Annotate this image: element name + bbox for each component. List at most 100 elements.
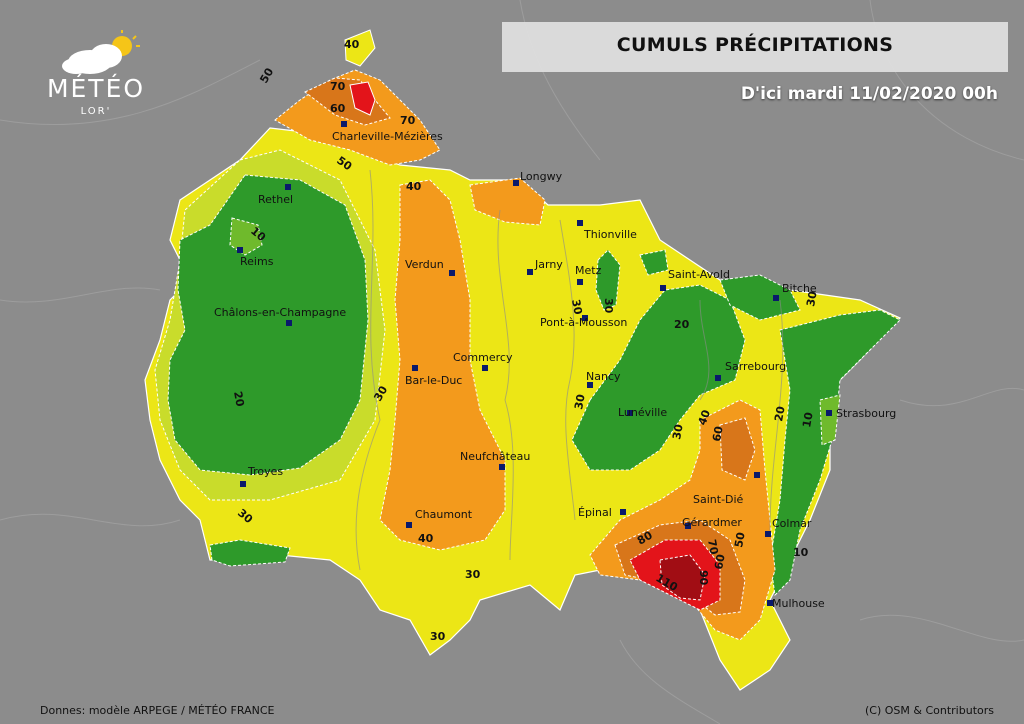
region-yellow-north-tip bbox=[344, 29, 376, 67]
map-subtitle: D'ici mardi 11/02/2020 00h bbox=[740, 84, 998, 104]
city-marker-strasbourg bbox=[826, 410, 832, 416]
contour-label-30: 30 bbox=[602, 298, 615, 314]
city-marker-rethel bbox=[285, 184, 291, 190]
city-label-rethel: Rethel bbox=[258, 193, 293, 206]
region-green-south-west bbox=[209, 539, 291, 567]
region-green-alsace bbox=[769, 309, 901, 597]
contour-label-40: 40 bbox=[418, 532, 434, 545]
region-green-saint-avold bbox=[639, 249, 669, 276]
city-marker-chalons-en-champagne bbox=[286, 320, 292, 326]
city-marker-saint-avold bbox=[660, 285, 666, 291]
contour-label-20: 20 bbox=[674, 318, 690, 331]
city-marker-metz bbox=[577, 279, 583, 285]
city-marker-colmar bbox=[765, 531, 771, 537]
city-label-bitche: Bitche bbox=[782, 282, 817, 295]
contour-label-10: 10 bbox=[793, 546, 809, 559]
city-label-longwy: Longwy bbox=[520, 170, 563, 183]
city-marker-bitche bbox=[773, 295, 779, 301]
city-marker-thionville bbox=[577, 220, 583, 226]
contour-label-30: 30 bbox=[465, 568, 481, 581]
city-label-saint-die: Saint-Dié bbox=[693, 493, 744, 506]
city-label-neufchateau: Neufchâteau bbox=[460, 450, 530, 463]
department-borders bbox=[355, 169, 784, 571]
region-dark-orange-vosges bbox=[719, 417, 756, 481]
map-title: CUMULS PRÉCIPITATIONS bbox=[616, 34, 894, 56]
contour-label-20: 20 bbox=[231, 390, 247, 408]
city-label-jarny: Jarny bbox=[534, 258, 563, 271]
contour-label-30: 30 bbox=[670, 423, 686, 441]
city-label-chalons-en-champagne: Châlons-en-Champagne bbox=[214, 306, 346, 319]
city-label-gerardmer: Gérardmer bbox=[682, 516, 742, 529]
city-marker-commercy bbox=[482, 365, 488, 371]
contour-label-60: 60 bbox=[330, 102, 346, 115]
contour-label-20: 20 bbox=[772, 405, 788, 423]
city-label-thionville: Thionville bbox=[583, 228, 637, 241]
contour-label-70: 70 bbox=[705, 538, 721, 556]
city-label-chaumont: Chaumont bbox=[415, 508, 473, 521]
region-green-lorraine bbox=[571, 284, 746, 471]
contour-label-40: 40 bbox=[406, 180, 422, 193]
city-marker-reims bbox=[237, 247, 243, 253]
city-label-commercy: Commercy bbox=[453, 351, 513, 364]
city-marker-epinal bbox=[620, 509, 626, 515]
city-marker-longwy bbox=[513, 180, 519, 186]
contour-label-60: 60 bbox=[712, 553, 728, 571]
region-green-west bbox=[167, 174, 369, 476]
region-dark-red-vosges bbox=[659, 554, 706, 601]
city-marker-charleville-mezieres bbox=[341, 121, 347, 127]
city-label-colmar: Colmar bbox=[772, 517, 812, 530]
region-red-north bbox=[349, 81, 376, 116]
city-marker-jarny bbox=[527, 269, 533, 275]
region-orange-central bbox=[379, 179, 506, 551]
region-light-green-alsace bbox=[819, 394, 841, 446]
city-marker-saint-die bbox=[754, 472, 760, 478]
city-marker-mulhouse bbox=[767, 600, 773, 606]
contour-label-90: 90 bbox=[697, 570, 710, 586]
city-label-charleville-mezieres: Charleville-Mézières bbox=[332, 130, 443, 143]
contour-label-30: 30 bbox=[430, 630, 446, 643]
city-marker-pont-a-mousson bbox=[582, 315, 588, 321]
city-marker-luneville bbox=[627, 410, 633, 416]
data-source: Donnes: modèle ARPEGE / MÉTÉO FRANCE bbox=[40, 704, 275, 717]
contour-label-30: 30 bbox=[804, 290, 820, 308]
cloud-sun-icon bbox=[62, 30, 140, 74]
city-marker-nancy bbox=[587, 382, 593, 388]
city-marker-neufchateau bbox=[499, 464, 505, 470]
city-label-metz: Metz bbox=[575, 264, 602, 277]
city-marker-gerardmer bbox=[685, 523, 691, 529]
city-label-luneville: Lunéville bbox=[618, 406, 667, 419]
city-marker-troyes bbox=[240, 481, 246, 487]
contour-label-70: 70 bbox=[400, 114, 416, 127]
city-label-troyes: Troyes bbox=[247, 465, 283, 478]
title-box: CUMULS PRÉCIPITATIONS bbox=[502, 22, 1008, 72]
city-label-sarrebourg: Sarrebourg bbox=[725, 360, 786, 373]
city-marker-sarrebourg bbox=[715, 375, 721, 381]
contour-label-60: 60 bbox=[710, 425, 726, 443]
contour-label-30: 30 bbox=[569, 298, 585, 316]
city-label-epinal: Épinal bbox=[578, 506, 612, 519]
region-green-bitche bbox=[719, 274, 801, 321]
contour-label-30: 30 bbox=[572, 393, 588, 411]
region-light-green-reims bbox=[229, 217, 263, 256]
city-label-bar-le-duc: Bar-le-Duc bbox=[405, 374, 462, 387]
contour-label-50: 50 bbox=[732, 531, 748, 549]
city-label-mulhouse: Mulhouse bbox=[772, 597, 825, 610]
logo-name: MÉTÉO bbox=[46, 74, 146, 103]
city-markers: Charleville-Mézières Longwy Rethel Thionvil… bbox=[214, 121, 896, 610]
contour-label-70: 70 bbox=[330, 80, 346, 93]
region-orange-longwy bbox=[469, 177, 546, 226]
region-green-metz bbox=[595, 249, 621, 311]
city-marker-verdun bbox=[449, 270, 455, 276]
city-label-verdun: Verdun bbox=[405, 258, 444, 271]
contour-label-40: 40 bbox=[696, 408, 714, 427]
meteo-logo: MÉTÉO LOR' bbox=[26, 28, 166, 118]
city-marker-bar-le-duc bbox=[412, 365, 418, 371]
city-label-pont-a-mousson: Pont-à-Mousson bbox=[540, 316, 627, 329]
city-label-nancy: Nancy bbox=[586, 370, 621, 383]
contour-label-10: 10 bbox=[800, 411, 816, 429]
logo-sub: LOR' bbox=[80, 106, 112, 117]
city-label-strasbourg: Strasbourg bbox=[836, 407, 896, 420]
